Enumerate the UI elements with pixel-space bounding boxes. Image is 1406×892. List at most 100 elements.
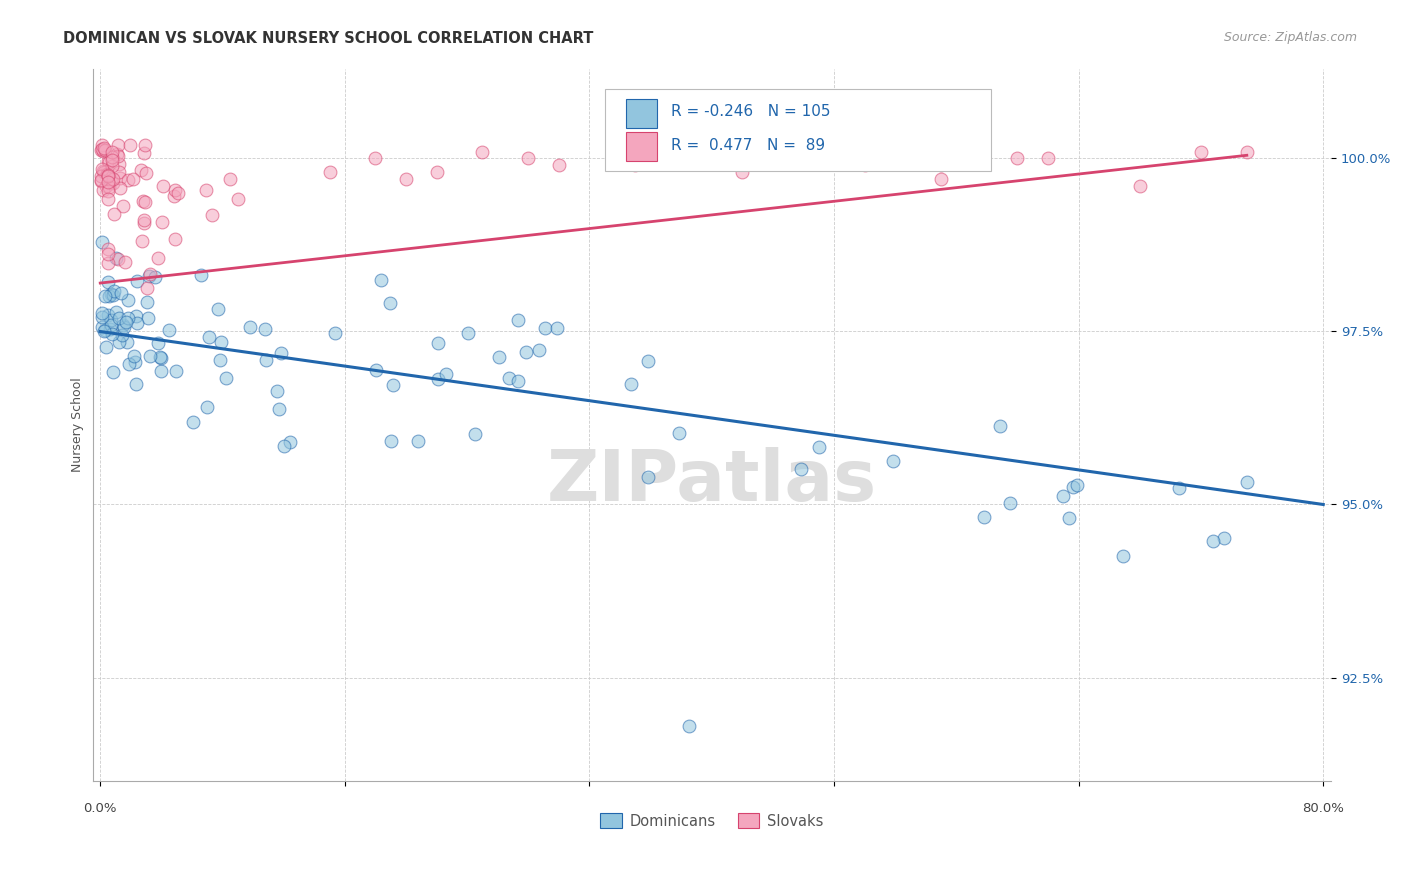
Point [508, 374, 530, 388]
Point [254, 353, 277, 368]
Point [546, 321, 568, 335]
Point [105, 147, 128, 161]
Point [91, 182, 114, 196]
Point [668, 425, 690, 440]
Point [101, 153, 124, 168]
Point [103, 365, 125, 379]
Point [1236, 145, 1258, 159]
Point [163, 188, 186, 202]
Point [150, 215, 173, 229]
Point [620, 376, 643, 391]
Text: 0.0%: 0.0% [83, 802, 117, 815]
Point [91, 161, 114, 176]
Point [273, 439, 295, 453]
Point [107, 149, 129, 163]
Point [929, 158, 952, 172]
Point [100, 313, 122, 327]
Point [197, 330, 219, 344]
Point [111, 199, 134, 213]
Point [124, 355, 146, 369]
Point [527, 343, 550, 357]
Point [115, 334, 138, 349]
Point [146, 251, 169, 265]
Point [278, 435, 301, 450]
Point [93, 143, 115, 157]
Point [209, 353, 232, 368]
Point [97, 180, 120, 194]
Point [973, 509, 995, 524]
Point [998, 496, 1021, 510]
Point [790, 462, 813, 476]
Point [150, 364, 173, 378]
Point [122, 172, 145, 186]
Point [110, 286, 132, 301]
Point [239, 319, 262, 334]
Point [1057, 510, 1080, 524]
Point [148, 350, 170, 364]
Point [94, 340, 117, 354]
Point [165, 364, 187, 378]
Point [1112, 549, 1135, 563]
Point [731, 165, 754, 179]
Point [1129, 179, 1152, 194]
Text: DOMINICAN VS SLOVAK NURSERY SCHOOL CORRELATION CHART: DOMINICAN VS SLOVAK NURSERY SCHOOL CORRE… [63, 31, 593, 46]
Point [138, 268, 160, 283]
Point [498, 371, 520, 385]
Point [122, 349, 145, 363]
Point [97, 192, 120, 206]
Point [117, 310, 139, 325]
Point [318, 165, 340, 179]
Point [96, 167, 118, 181]
Point [93, 141, 115, 155]
Point [464, 426, 486, 441]
Point [94, 179, 117, 194]
Point [90, 320, 112, 334]
Point [637, 354, 659, 368]
Point [97, 256, 120, 270]
Point [382, 378, 405, 392]
Point [90, 138, 112, 153]
Point [132, 194, 155, 208]
Point [136, 281, 159, 295]
Point [426, 371, 449, 385]
Point [378, 295, 401, 310]
Point [853, 158, 876, 172]
Point [105, 305, 128, 319]
Point [132, 213, 155, 227]
Point [91, 310, 114, 324]
Point [96, 164, 118, 178]
Point [100, 322, 122, 336]
Point [114, 255, 136, 269]
Point [323, 326, 346, 341]
Text: R =  0.477   N =  89: R = 0.477 N = 89 [671, 138, 825, 153]
Point [506, 313, 529, 327]
Point [882, 454, 904, 468]
Point [1066, 478, 1088, 492]
Point [90, 174, 112, 188]
Point [127, 317, 149, 331]
Point [90, 144, 112, 158]
Point [215, 371, 238, 385]
Point [100, 173, 122, 187]
Point [380, 434, 402, 448]
Point [118, 357, 141, 371]
Point [91, 142, 114, 156]
Point [132, 146, 155, 161]
Point [97, 169, 120, 183]
Text: 80.0%: 80.0% [1302, 802, 1344, 815]
Point [97, 247, 120, 261]
Point [112, 319, 135, 334]
Point [93, 165, 115, 179]
Y-axis label: Nursery School: Nursery School [72, 377, 84, 472]
Point [165, 183, 187, 197]
Point [226, 192, 249, 206]
Point [117, 293, 139, 307]
Point [97, 289, 120, 303]
Point [678, 719, 700, 733]
Legend: Dominicans, Slovaks: Dominicans, Slovaks [595, 807, 830, 835]
Point [96, 309, 118, 323]
Point [97, 184, 120, 198]
Point [120, 137, 142, 152]
Point [101, 145, 124, 159]
Point [124, 309, 146, 323]
